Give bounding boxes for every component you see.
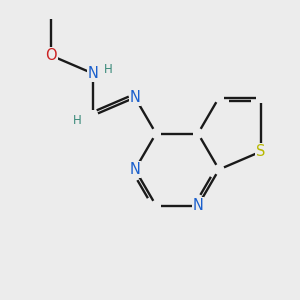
Text: H: H: [73, 113, 82, 127]
Text: N: N: [130, 90, 140, 105]
Text: N: N: [130, 162, 140, 177]
Text: S: S: [256, 144, 266, 159]
Text: N: N: [193, 198, 203, 213]
Text: N: N: [88, 66, 98, 81]
Text: H: H: [104, 63, 113, 76]
Text: O: O: [45, 48, 57, 63]
